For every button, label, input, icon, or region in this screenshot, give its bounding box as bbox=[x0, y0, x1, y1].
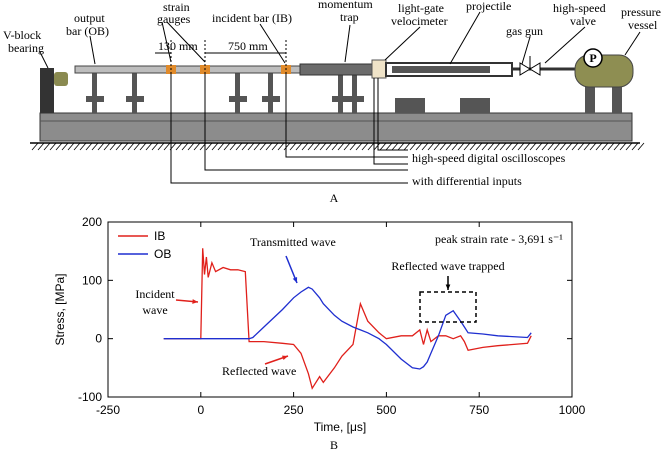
x-tick-label: 500 bbox=[376, 403, 396, 417]
momentum-trap-label: momentum trap bbox=[318, 0, 373, 24]
valve-label: high-speed valve bbox=[553, 1, 606, 28]
panel-label: A bbox=[330, 191, 339, 205]
x-axis-label: Time, [μs] bbox=[314, 420, 366, 434]
light-gate-label: light-gate velocimeter bbox=[391, 1, 448, 28]
y-tick-label: 200 bbox=[82, 215, 102, 229]
x-tick-label: 250 bbox=[284, 403, 304, 417]
y-tick-label: 0 bbox=[95, 332, 102, 346]
v-block bbox=[40, 68, 54, 113]
dimension-lines bbox=[39, 11, 641, 80]
legend-label: IB bbox=[154, 229, 165, 243]
panel-label: B bbox=[330, 438, 338, 452]
stress-chart: -250 0 250 500 750 1000 -100 0 100 200 Time, [μs] S… bbox=[53, 215, 586, 434]
arrow-head bbox=[282, 355, 288, 361]
gauge-symbol: P bbox=[589, 51, 596, 65]
strain-gauges-label: strain gauges bbox=[157, 0, 191, 26]
dimension-label: 130 mm bbox=[158, 39, 198, 53]
light-gate bbox=[371, 59, 387, 79]
x-tick-label: -250 bbox=[96, 403, 120, 417]
arrow-head bbox=[192, 299, 198, 304]
v-block-knob bbox=[54, 72, 68, 86]
dimension-label: 750 mm bbox=[228, 39, 268, 53]
annotation: Incident bbox=[135, 287, 175, 301]
legend-label: OB bbox=[154, 247, 171, 261]
oscilloscopes-label: high-speed digital oscilloscopes with dif… bbox=[412, 151, 566, 188]
y-tick-label: -100 bbox=[78, 390, 102, 404]
output-bar-label: output bar (OB) bbox=[66, 11, 109, 38]
arrow-head bbox=[445, 284, 451, 290]
x-tick-label: 0 bbox=[197, 403, 204, 417]
supports bbox=[86, 73, 622, 113]
vblock-label: V-block bearing bbox=[3, 28, 44, 55]
annotation: Reflected wave trapped bbox=[391, 259, 504, 273]
incident-bar-label: incident bar (IB) bbox=[212, 11, 292, 25]
pressure-vessel-label: pressure vessel bbox=[621, 5, 661, 32]
gas-gun-label: gas gun bbox=[506, 24, 543, 38]
momentum-trap-body bbox=[299, 63, 376, 76]
annotation: Transmitted wave bbox=[250, 235, 336, 249]
x-tick-label: 750 bbox=[469, 403, 489, 417]
signal-wires bbox=[170, 74, 408, 184]
y-tick-label: 100 bbox=[82, 273, 102, 287]
output-incident-bar bbox=[74, 65, 306, 74]
annotation-box bbox=[419, 291, 477, 323]
annotation: wave bbox=[142, 303, 167, 317]
y-axis-label: Stress, [MPa] bbox=[53, 273, 67, 345]
ground-hatch bbox=[31, 142, 645, 151]
pressure-gauge bbox=[583, 48, 603, 68]
plot-frame bbox=[107, 221, 573, 398]
data-line bbox=[163, 286, 532, 370]
base-platform bbox=[39, 112, 633, 142]
data-line bbox=[163, 248, 532, 390]
annotation: peak strain rate - 3,691 s⁻¹ bbox=[435, 232, 563, 246]
projectile-label: projectile bbox=[466, 0, 511, 13]
x-tick-label: 1000 bbox=[559, 403, 586, 417]
arrow-head bbox=[292, 277, 298, 283]
apparatus-diagram: P V-block bearing output bar (OB) strain ga… bbox=[3, 0, 661, 205]
annotation: Reflected wave bbox=[222, 364, 296, 378]
projectile-body bbox=[392, 66, 490, 73]
